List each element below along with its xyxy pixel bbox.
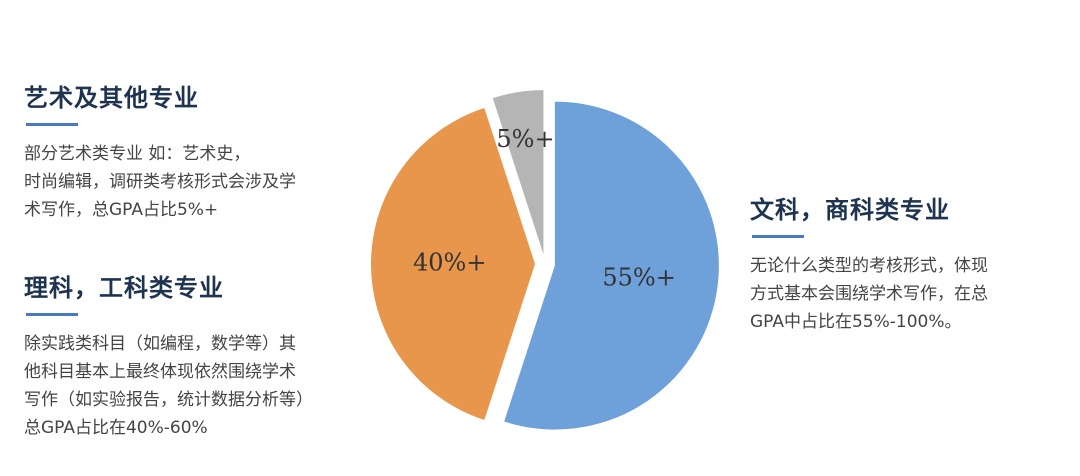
- pie-slice: [504, 101, 719, 430]
- panel-text: GPA中占比在55%-100%。: [750, 312, 962, 332]
- panel-text: 除实践类科目（如编程，数学等）其: [24, 334, 296, 354]
- pie-slice: [492, 90, 544, 255]
- panel-text: 部分艺术类专业 如：艺术史，: [24, 144, 251, 164]
- panel-text: 写作（如实验报告，统计数据分析等）: [24, 390, 313, 410]
- text-panel: 艺术及其他专业部分艺术类专业 如：艺术史， 时尚编辑，调研类考核形式会涉及学 术写作…: [24, 78, 296, 224]
- panel-text: 术写作，总GPA占比5%+: [24, 200, 219, 220]
- panel-text: 时尚编辑，调研类考核形式会涉及学: [24, 172, 296, 192]
- panel-title: 理科，工科类专业: [24, 274, 224, 302]
- title-underline: [752, 235, 804, 238]
- panel-title: 艺术及其他专业: [24, 84, 199, 112]
- slice-label: 40%+: [413, 249, 486, 277]
- slice-label: 55%+: [602, 263, 675, 291]
- text-panel: 理科，工科类专业除实践类科目（如编程，数学等）其 他科目基本上最终体现依然围绕学术…: [24, 268, 313, 442]
- slice-label: 5%+: [496, 125, 554, 153]
- panel-text: 无论什么类型的考核形式，体现: [750, 256, 988, 276]
- panel-text: 他科目基本上最终体现依然围绕学术: [24, 362, 296, 382]
- panel-text: 方式基本会围绕学术写作，在总: [750, 284, 988, 304]
- title-underline: [26, 123, 78, 126]
- title-underline: [26, 313, 78, 316]
- panel-text: 总GPA占比在40%-60%: [24, 418, 208, 438]
- text-panel: 文科，商科类专业无论什么类型的考核形式，体现 方式基本会围绕学术写作，在总 GPA中…: [750, 190, 988, 336]
- panel-title: 文科，商科类专业: [750, 196, 950, 224]
- pie-slice: [371, 108, 535, 420]
